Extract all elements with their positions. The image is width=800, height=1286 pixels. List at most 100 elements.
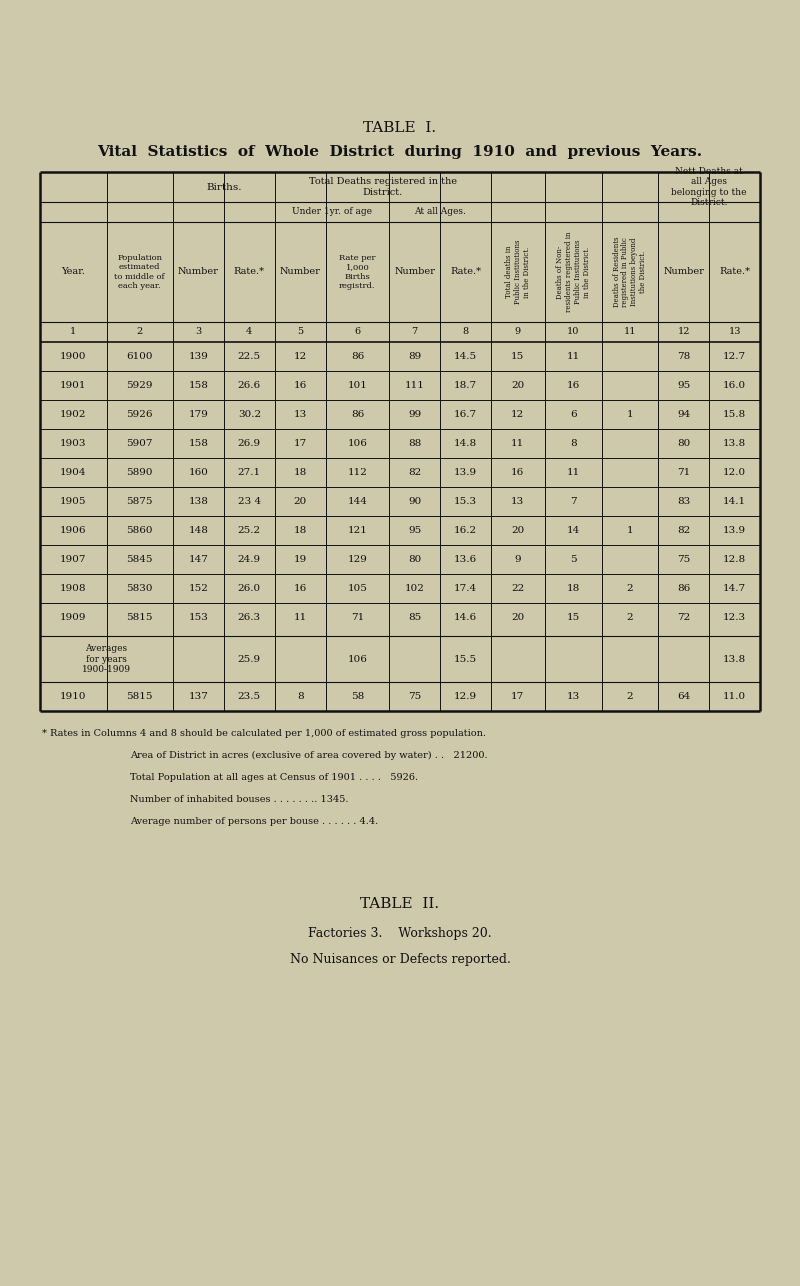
Text: Total Population at all ages at Census of 1901 . . . .   5926.: Total Population at all ages at Census o… (130, 773, 418, 782)
Text: 7: 7 (411, 328, 418, 337)
Text: 5845: 5845 (126, 556, 153, 565)
Text: Under 1yr. of age: Under 1yr. of age (292, 207, 372, 216)
Text: 15.8: 15.8 (723, 410, 746, 419)
Text: 11.0: 11.0 (723, 692, 746, 701)
Text: 5: 5 (297, 328, 303, 337)
Text: 24.9: 24.9 (238, 556, 261, 565)
Text: 17.4: 17.4 (454, 584, 477, 593)
Text: Area of District in acres (exclusive of area covered by water) . .   21200.: Area of District in acres (exclusive of … (130, 751, 488, 760)
Text: 22: 22 (511, 584, 525, 593)
Text: Averages
for years
1900-1909: Averages for years 1900-1909 (82, 644, 131, 674)
Text: 10: 10 (567, 328, 579, 337)
Text: 82: 82 (677, 526, 690, 535)
Text: Deaths of Residents
registered in Public
Institutions beyond
the District.: Deaths of Residents registered in Public… (613, 237, 647, 307)
Text: 13: 13 (728, 328, 741, 337)
Text: 138: 138 (189, 496, 209, 505)
Text: 5815: 5815 (126, 692, 153, 701)
Text: 26.9: 26.9 (238, 439, 261, 448)
Text: 1907: 1907 (60, 556, 86, 565)
Text: 89: 89 (408, 352, 422, 361)
Text: 95: 95 (408, 526, 422, 535)
Text: 14.8: 14.8 (454, 439, 477, 448)
Text: 27.1: 27.1 (238, 468, 261, 477)
Text: 13.9: 13.9 (454, 468, 477, 477)
Text: TABLE  I.: TABLE I. (363, 121, 437, 135)
Text: 12.3: 12.3 (723, 613, 746, 622)
Text: 75: 75 (677, 556, 690, 565)
Text: 1905: 1905 (60, 496, 86, 505)
Text: 179: 179 (189, 410, 209, 419)
Text: 152: 152 (189, 584, 209, 593)
Text: Factories 3.    Workshops 20.: Factories 3. Workshops 20. (308, 927, 492, 940)
Text: 158: 158 (189, 439, 209, 448)
Text: 25.9: 25.9 (238, 655, 261, 664)
Text: 15.3: 15.3 (454, 496, 477, 505)
Text: Vital  Statistics  of  Whole  District  during  1910  and  previous  Years.: Vital Statistics of Whole District durin… (98, 145, 702, 159)
Text: 2: 2 (137, 328, 143, 337)
Text: Rate.*: Rate.* (234, 267, 265, 276)
Text: 20: 20 (511, 381, 525, 390)
Text: 86: 86 (351, 352, 364, 361)
Text: 2: 2 (626, 584, 634, 593)
Text: 6100: 6100 (126, 352, 153, 361)
Text: 23.5: 23.5 (238, 692, 261, 701)
Text: 16.0: 16.0 (723, 381, 746, 390)
Text: 5890: 5890 (126, 468, 153, 477)
Text: Deaths of Non-
residents registered in
Public Institutions
in the District.: Deaths of Non- residents registered in P… (556, 231, 590, 312)
Text: 13: 13 (294, 410, 307, 419)
Text: 20: 20 (511, 613, 525, 622)
Text: 88: 88 (408, 439, 422, 448)
Text: Total Deaths registered in the
District.: Total Deaths registered in the District. (309, 177, 457, 197)
Text: 19: 19 (294, 556, 307, 565)
Text: 111: 111 (405, 381, 425, 390)
Text: 18.7: 18.7 (454, 381, 477, 390)
Text: TABLE  II.: TABLE II. (361, 898, 439, 910)
Text: At all Ages.: At all Ages. (414, 207, 466, 216)
Text: 7: 7 (570, 496, 577, 505)
Text: 112: 112 (347, 468, 367, 477)
Text: 4: 4 (246, 328, 253, 337)
Text: 158: 158 (189, 381, 209, 390)
Text: 3: 3 (195, 328, 202, 337)
Text: 82: 82 (408, 468, 422, 477)
Text: Total deaths in
Public Institutions
in the District.: Total deaths in Public Institutions in t… (505, 239, 530, 305)
Text: Births.: Births. (206, 183, 242, 192)
Text: 1909: 1909 (60, 613, 86, 622)
Text: 25.2: 25.2 (238, 526, 261, 535)
Text: 14.7: 14.7 (723, 584, 746, 593)
Text: Number: Number (178, 267, 219, 276)
Text: 16: 16 (294, 381, 307, 390)
Text: 13: 13 (511, 496, 525, 505)
Text: 11: 11 (566, 468, 580, 477)
Text: 6: 6 (354, 328, 361, 337)
Text: 14: 14 (566, 526, 580, 535)
Text: 106: 106 (347, 655, 367, 664)
Text: 86: 86 (677, 584, 690, 593)
Text: 22.5: 22.5 (238, 352, 261, 361)
Text: 14.6: 14.6 (454, 613, 477, 622)
Text: 8: 8 (462, 328, 469, 337)
Text: 15: 15 (511, 352, 525, 361)
Text: Year.: Year. (62, 267, 85, 276)
Text: 1: 1 (626, 526, 634, 535)
Text: 5: 5 (570, 556, 577, 565)
Text: 5815: 5815 (126, 613, 153, 622)
Text: 80: 80 (677, 439, 690, 448)
Text: 20: 20 (294, 496, 307, 505)
Text: 2: 2 (626, 692, 634, 701)
Text: 5907: 5907 (126, 439, 153, 448)
Text: 13: 13 (566, 692, 580, 701)
Text: 13.9: 13.9 (723, 526, 746, 535)
Text: 12: 12 (511, 410, 525, 419)
Text: * Rates in Columns 4 and 8 should be calculated per 1,000 of estimated gross pop: * Rates in Columns 4 and 8 should be cal… (42, 729, 486, 738)
Text: 13.8: 13.8 (723, 439, 746, 448)
Text: 18: 18 (294, 468, 307, 477)
Text: Rate per
1,000
Births
registrd.: Rate per 1,000 Births registrd. (339, 255, 376, 289)
Text: Nett Deaths at
all Ages
belonging to the
District.: Nett Deaths at all Ages belonging to the… (671, 167, 747, 207)
Text: 86: 86 (351, 410, 364, 419)
Text: 5929: 5929 (126, 381, 153, 390)
Text: 18: 18 (294, 526, 307, 535)
Text: 8: 8 (570, 439, 577, 448)
Text: 94: 94 (677, 410, 690, 419)
Text: 58: 58 (351, 692, 364, 701)
